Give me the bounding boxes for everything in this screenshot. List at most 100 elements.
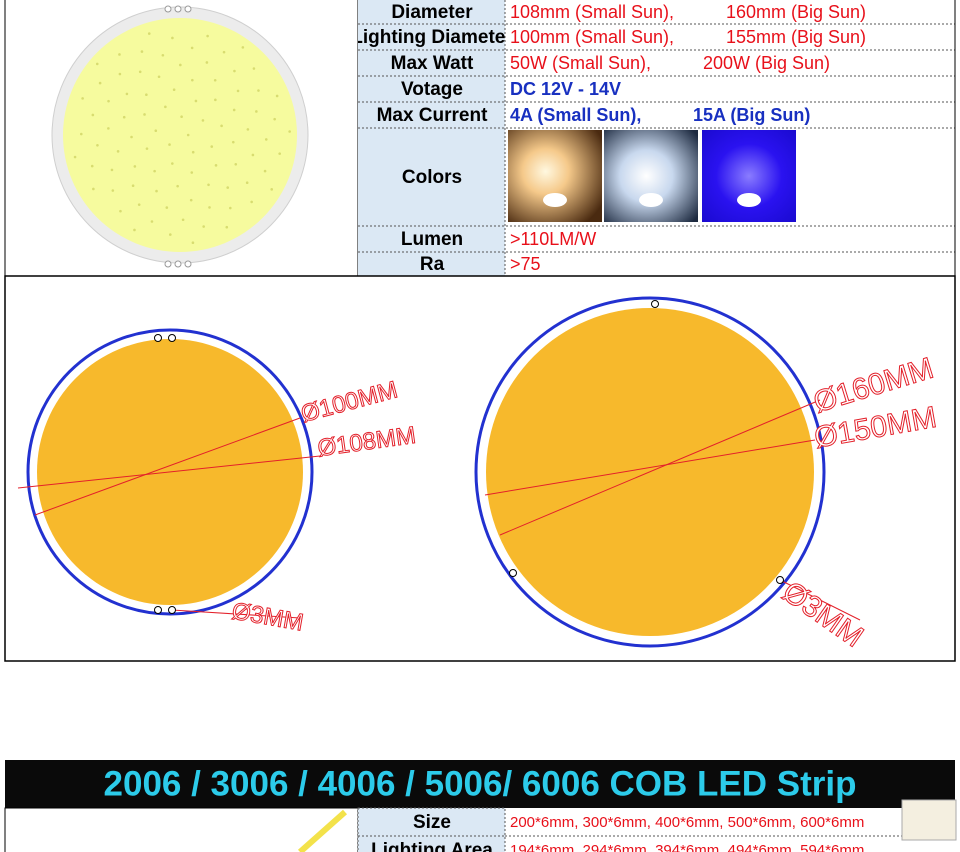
mount-hole [651,300,659,308]
led-dot [207,183,210,187]
led-dot [81,97,84,100]
spec-label: Votage [401,79,463,100]
led-dot [191,241,195,244]
led-dot [168,143,171,146]
mount-hole [164,5,172,13]
led-dot [171,162,174,165]
dimension-line [17,455,321,489]
spec-value: 200W (Big Sun) [703,53,830,73]
spec-value: 100mm (Small Sun), [510,27,674,47]
led-dot [95,62,99,66]
strip-title: 2006 / 3006 / 4006 / 5006/ 6006 COB LED … [104,764,857,803]
led-dot [176,184,179,188]
led-dot [190,46,194,50]
led-dot [231,140,235,144]
led-dot [201,119,205,122]
led-dot [233,69,236,73]
led-dot [154,129,158,133]
led-dot [73,155,77,159]
color-swatch [508,130,602,222]
spec-label: Max Watt [391,53,474,74]
led-dot [161,53,165,57]
mount-hole [776,576,784,584]
led-dot [232,108,236,112]
led-dot [252,67,256,70]
led-dot [138,70,142,74]
led-dot [116,150,120,153]
led-dot [234,162,238,166]
spec-value: DC 12V - 14V [510,79,621,99]
led-dot [145,93,148,96]
strip-label-cell [357,807,506,837]
title-bar [5,760,955,808]
led-dot [79,132,83,136]
led-dot [122,115,126,119]
strip-led [298,809,347,852]
led-dot [98,81,102,85]
spec-value: 160mm (Big Sun) [726,2,866,22]
led-dot [118,53,121,56]
led-dot [214,98,217,102]
led-dot [153,169,156,173]
led-dot [171,36,174,40]
dimension-line [171,609,301,619]
led-dot [194,99,198,103]
strip-value: 200*6mm, 300*6mm, 400*6mm, 500*6mm, 600*… [510,814,864,831]
spec-label: Diameter [391,2,473,23]
led-dot [107,127,110,130]
led-dot [264,138,268,141]
spec-value: 108mm (Small Sun), [510,2,674,22]
strip-label: Lighting Area [371,840,493,852]
led-dot [172,88,176,92]
led-dot [190,171,194,174]
led-dot [214,164,218,167]
mount-hole [184,260,192,268]
brand-logo [901,799,957,841]
led-dot [179,63,182,67]
spec-label-column [358,0,505,276]
led-dot [137,203,141,206]
spec-value: 155mm (Big Sun) [726,27,866,47]
mount-hole [184,5,192,13]
led-dot [92,187,95,191]
led-dot [263,169,267,173]
led-dot [202,225,205,228]
dimension-line [34,417,301,516]
spec-value: 50W (Small Sun), [510,53,651,73]
led-dot [181,218,185,222]
led-dot [90,164,94,168]
led-dot [241,46,245,49]
led-dot [133,165,137,168]
spec-value: >110LM/W [510,229,596,249]
led-dot [189,198,193,202]
led-dot [222,50,226,54]
led-dot [110,168,114,172]
led-dot [145,147,149,150]
dimension-line [499,399,821,536]
mount-hole [509,569,517,577]
led-dot [210,145,214,148]
spec-value: >75 [510,254,541,274]
dimension-line [484,439,816,496]
led-dot [165,206,169,209]
led-dot [180,115,183,119]
led-dot [164,105,167,109]
spec-label: Ra [420,254,445,275]
led-dot [236,89,240,93]
mount-hole [174,260,182,268]
led-dot [140,50,144,53]
led-dot [225,225,229,229]
led-dot [273,117,276,121]
dimension-line [779,579,861,621]
led-dot [157,75,161,79]
led-dot [130,135,133,139]
led-dot [191,78,194,82]
spec-label: Colors [402,167,462,188]
spec-label: Max Current [377,105,489,126]
swatch-led [639,193,663,207]
led-dot [270,188,274,191]
spec-value: 4A (Small Sun), [510,105,641,125]
led-dot [213,78,217,82]
led-dot [111,189,115,192]
